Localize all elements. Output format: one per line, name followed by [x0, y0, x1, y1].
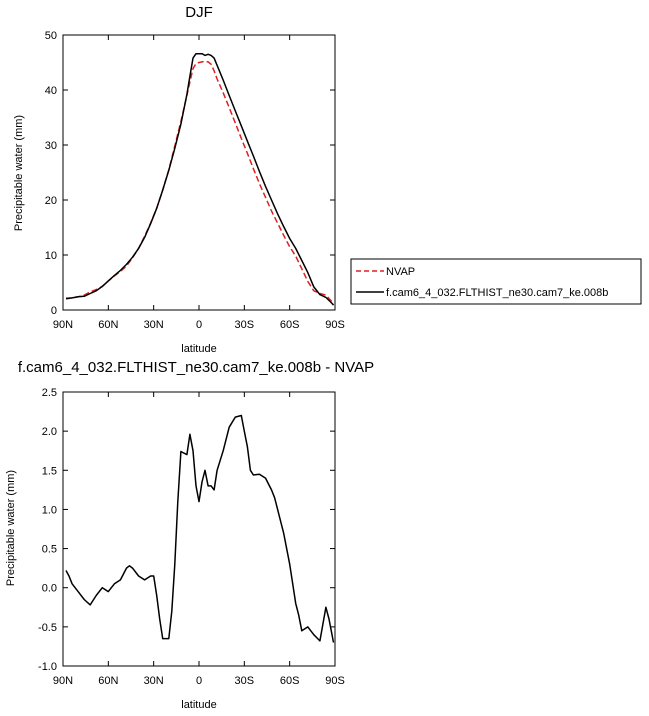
bottom-x-tick-label: 0 — [196, 675, 202, 687]
top-x-tick-label: 30S — [235, 319, 255, 331]
top-series-lines — [65, 52, 335, 306]
bottom-y-tick-label: 1.0 — [42, 504, 57, 516]
bottom-chart-title: f.cam6_4_032.FLTHIST_ne30.cam7_ke.008b -… — [18, 359, 374, 376]
legend: NVAP f.cam6_4_032.FLTHIST_ne30.cam7_ke.0… — [350, 258, 642, 305]
top-x-tick-label: 90N — [53, 319, 73, 331]
bottom-panel: f.cam6_4_032.FLTHIST_ne30.cam7_ke.008b -… — [5, 359, 374, 711]
bottom-series-lines — [65, 414, 335, 643]
bottom-y-tick-label: 0.5 — [42, 544, 57, 556]
top-series-line-0 — [65, 60, 335, 305]
top-y-tick-label: 10 — [45, 250, 57, 262]
top-series-line-1 — [65, 52, 335, 306]
bottom-y-tick-label: 2.0 — [42, 426, 57, 438]
bottom-y-tick-label: -0.5 — [38, 622, 57, 634]
bottom-axis-ticks: 90N 60N 30N 0 30S 60S 90S -1.0 -0.5 0.0 0.5 1.0 1.5 2… — [38, 387, 345, 687]
bottom-series-line-0 — [65, 414, 335, 643]
top-x-tick-label: 0 — [196, 319, 202, 331]
bottom-x-tick-label: 60S — [280, 675, 300, 687]
bottom-x-axis-label: latitude — [181, 699, 216, 711]
top-x-tick-label: 60S — [280, 319, 300, 331]
bottom-y-axis-label: Precipitable water (mm) — [5, 470, 17, 586]
bottom-x-tick-label: 30S — [235, 675, 255, 687]
top-chart-title: DJF — [185, 4, 213, 21]
top-y-axis-label: Precipitable water (mm) — [13, 115, 25, 231]
top-y-tick-label: 40 — [45, 85, 57, 97]
top-plot-frame — [62, 34, 336, 311]
legend-label-model: f.cam6_4_032.FLTHIST_ne30.cam7_ke.008b — [386, 287, 608, 299]
top-x-tick-label: 30N — [144, 319, 164, 331]
top-y-tick-label: 30 — [45, 140, 57, 152]
top-y-tick-label: 0 — [51, 305, 57, 317]
top-x-tick-label: 90S — [325, 319, 345, 331]
top-axis-ticks: 90N 60N 30N 0 30S 60S 90S 0 10 20 30 40 50 — [45, 30, 345, 331]
legend-box — [350, 258, 642, 305]
bottom-y-tick-label: -1.0 — [38, 661, 57, 673]
bottom-y-tick-label: 2.5 — [42, 387, 57, 399]
top-panel: DJF Precipitable water (mm) latitude 90N… — [13, 4, 345, 355]
top-y-tick-label: 20 — [45, 195, 57, 207]
bottom-x-tick-label: 30N — [144, 675, 164, 687]
bottom-y-tick-label: 0.0 — [42, 583, 57, 595]
bottom-x-tick-label: 60N — [98, 675, 118, 687]
bottom-plot-frame — [62, 391, 336, 667]
top-x-tick-label: 60N — [98, 319, 118, 331]
bottom-x-tick-label: 90N — [53, 675, 73, 687]
bottom-y-tick-label: 1.5 — [42, 465, 57, 477]
top-y-tick-label: 50 — [45, 30, 57, 42]
legend-label-nvap: NVAP — [386, 266, 415, 278]
bottom-x-tick-label: 90S — [325, 675, 345, 687]
top-x-axis-label: latitude — [181, 343, 216, 355]
